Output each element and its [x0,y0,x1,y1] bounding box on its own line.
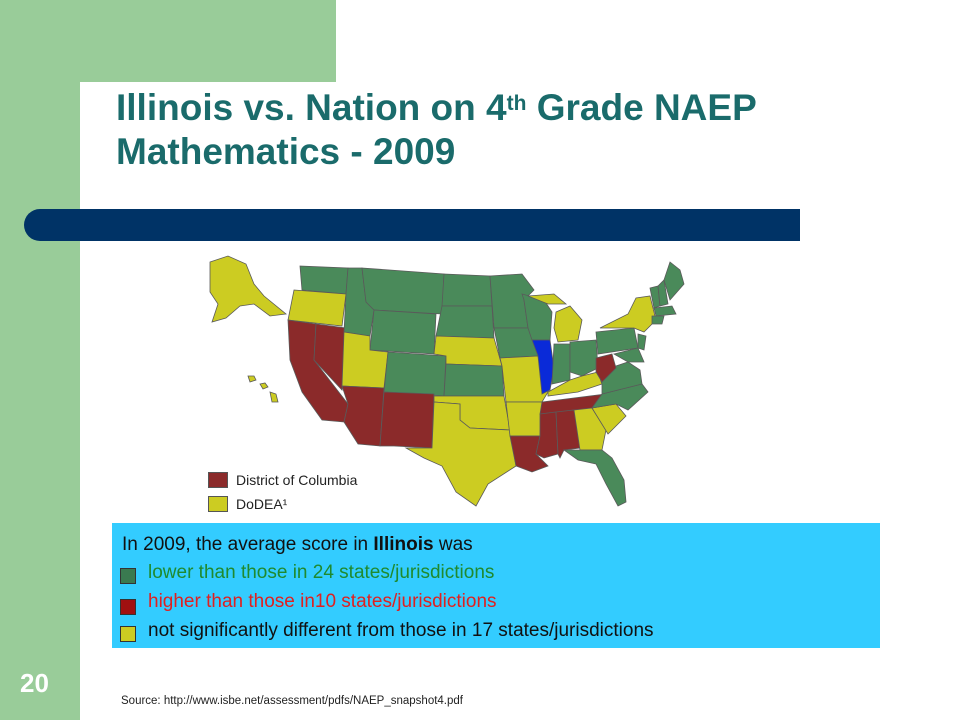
slide-title: Illinois vs. Nation on 4th Grade NAEP Ma… [116,86,916,174]
state-connecticut [651,315,665,325]
state-arizona [341,385,385,447]
legend-label-dc: District of Columbia [236,472,358,488]
info-lower: lower than those in 24 states/jurisdicti… [148,562,495,583]
info-intro-state: Illinois [373,534,434,555]
info-intro-prefix: In 2009, the average score in [122,534,374,555]
info-not-significant: not significantly different from those i… [148,620,654,641]
map-legend-dodea: DoDEA¹ [208,496,287,512]
map-legend-dc: District of Columbia [208,472,357,488]
state-hawaii [247,375,279,403]
top-decor-band [80,0,336,82]
left-decor-band [0,0,80,720]
higher-swatch [120,599,136,615]
state-montana [361,267,445,315]
state-alaska [209,255,287,323]
state-west-virginia [595,353,617,383]
info-intro: In 2009, the average score in Illinois w… [122,534,473,556]
legend-swatch-dc [208,472,228,488]
legend-swatch-dodea [208,496,228,512]
state-oregon [287,289,347,327]
state-colorado [383,351,447,397]
title-underline-bar [24,209,800,241]
state-ohio [569,339,599,377]
state-new-hampshire [657,279,669,307]
title-text-3: Mathematics - 2009 [116,131,456,172]
state-maine [663,261,685,301]
state-kansas [443,363,505,397]
state-illinois [531,339,555,395]
state-new-york [599,295,657,333]
legend-label-dodea: DoDEA¹ [236,496,288,512]
title-text-2: Grade NAEP [526,87,757,128]
state-new-jersey [637,333,647,351]
results-info-box: In 2009, the average score in Illinois w… [112,523,880,648]
state-washington [299,265,349,295]
state-maryland [612,347,645,363]
info-intro-suffix: was [433,534,473,555]
state-florida [562,449,627,507]
state-michigan [527,293,583,343]
not-significant-swatch [120,626,136,642]
state-arkansas [505,401,543,437]
slide-number: 20 [20,668,49,698]
state-indiana [551,343,571,385]
info-higher: higher than those in10 states/jurisdicti… [148,591,497,612]
lower-swatch [120,568,136,584]
state-south-dakota [435,305,495,339]
title-text-1: Illinois vs. Nation on 4 [116,87,507,128]
us-naep-map [209,255,685,507]
state-nevada [313,323,347,391]
state-texas [404,401,517,507]
source-citation: Source: http://www.isbe.net/assessment/p… [121,695,463,707]
state-north-dakota [441,273,493,307]
state-wyoming [369,309,437,355]
title-superscript: th [506,92,527,115]
state-massachusetts [653,305,677,317]
state-new-mexico [379,391,435,449]
